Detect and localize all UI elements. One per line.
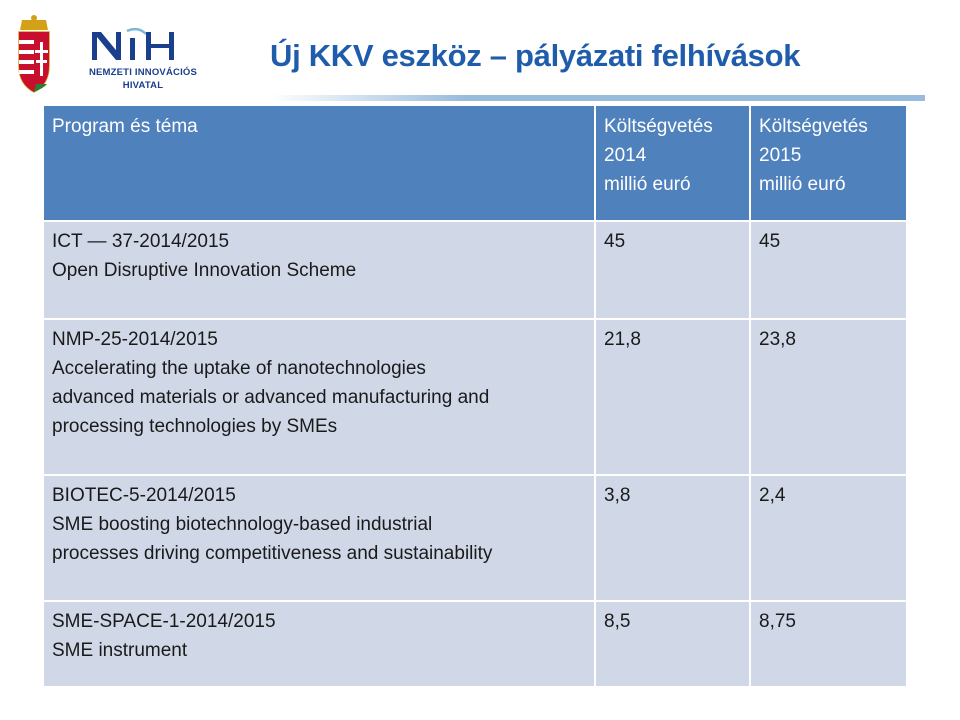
- budget-2015-cell: 45: [751, 222, 906, 318]
- column-header-budget-2014: Költségvetés 2014 millió euró: [596, 106, 749, 220]
- budget-2014-cell: 3,8: [596, 476, 749, 600]
- table-row: BIOTEC-5-2014/2015 SME boosting biotechn…: [44, 476, 906, 600]
- budget-2014-cell: 8,5: [596, 602, 749, 686]
- program-cell: ICT — 37-2014/2015 Open Disruptive Innov…: [44, 222, 594, 318]
- budget-2015-cell: 23,8: [751, 320, 906, 474]
- nih-logo-text: NEMZETI INNOVÁCIÓS HIVATAL: [88, 67, 198, 91]
- table-row: NMP-25-2014/2015 Accelerating the uptake…: [44, 320, 906, 474]
- title-underline: [270, 95, 925, 101]
- budget-2015-cell: 2,4: [751, 476, 906, 600]
- column-header-budget-2015: Költségvetés 2015 millió euró: [751, 106, 906, 220]
- table-header-row: Program és téma Költségvetés 2014 millió…: [44, 106, 906, 220]
- table-row: ICT — 37-2014/2015 Open Disruptive Innov…: [44, 222, 906, 318]
- crest-icon: [18, 15, 50, 93]
- nih-logo-mark-icon: [92, 28, 174, 60]
- program-cell: SME-SPACE-1-2014/2015 SME instrument: [44, 602, 594, 686]
- nih-logo: NEMZETI INNOVÁCIÓS HIVATAL: [88, 28, 198, 96]
- budget-table: Program és téma Költségvetés 2014 millió…: [42, 104, 908, 688]
- budget-2014-cell: 45: [596, 222, 749, 318]
- table-row: SME-SPACE-1-2014/2015 SME instrument 8,5…: [44, 602, 906, 686]
- program-cell: BIOTEC-5-2014/2015 SME boosting biotechn…: [44, 476, 594, 600]
- column-header-program: Program és téma: [44, 106, 594, 220]
- budget-2015-cell: 8,75: [751, 602, 906, 686]
- page-title: Új KKV eszköz – pályázati felhívások: [270, 38, 801, 73]
- hungarian-coat-of-arms-logo: [14, 14, 54, 104]
- budget-2014-cell: 21,8: [596, 320, 749, 474]
- program-cell: NMP-25-2014/2015 Accelerating the uptake…: [44, 320, 594, 474]
